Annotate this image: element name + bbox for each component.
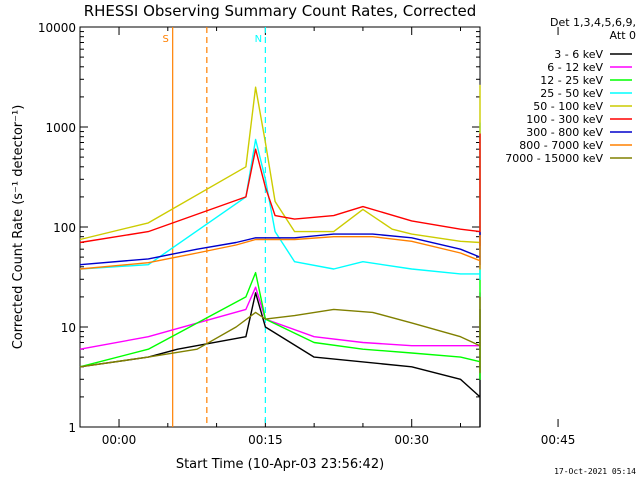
y-tick-label-3: 1000 <box>45 121 76 135</box>
legend-label-5: 100 - 300 keV <box>526 113 603 126</box>
y-tick-label-0: 1 <box>68 421 76 435</box>
x-axis-label: Start Time (10-Apr-03 23:56:42) <box>176 457 384 472</box>
y-tick-label-1: 10 <box>61 321 76 335</box>
series-line-8 <box>79 296 481 374</box>
timestamp: 17-Oct-2021 05:14 <box>554 467 636 476</box>
series-line-0 <box>79 292 481 427</box>
chart-title: RHESSI Observing Summary Count Rates, Co… <box>84 2 477 20</box>
legend-label-7: 800 - 7000 keV <box>519 139 603 152</box>
legend-label-2: 12 - 25 keV <box>540 74 603 87</box>
x-tick-label-2: 00:30 <box>394 433 429 447</box>
series-line-4 <box>79 84 481 250</box>
legend-label-3: 25 - 50 keV <box>540 87 603 100</box>
legend-header-1: Att 0 <box>610 29 636 42</box>
marker-label-2: N <box>255 34 262 45</box>
legend-label-8: 7000 - 15000 keV <box>505 152 603 165</box>
series-line-5 <box>79 133 481 247</box>
legend-label-6: 300 - 800 keV <box>526 126 603 139</box>
x-tick-label-3: 00:45 <box>541 433 576 447</box>
series-layer <box>79 84 481 427</box>
y-tick-label-4: 10000 <box>38 21 76 35</box>
legend-label-1: 6 - 12 keV <box>547 61 603 74</box>
x-tick-label-1: 00:15 <box>248 433 283 447</box>
legend-label-0: 3 - 6 keV <box>554 48 603 61</box>
series-line-3 <box>79 122 481 280</box>
marker-label-0: S <box>163 34 169 45</box>
series-line-6 <box>79 231 481 266</box>
y-tick-labels: 1 10 100 1000 10000 <box>38 21 76 435</box>
legend-header-0: Det 1,3,4,5,6,9, <box>550 16 636 29</box>
legend-label-4: 50 - 100 keV <box>533 100 603 113</box>
series-line-1 <box>79 286 481 350</box>
tick-layer <box>80 26 559 428</box>
plot-frame <box>79 26 481 428</box>
y-axis-label: Corrected Count Rate (s⁻¹ detector⁻¹) <box>11 105 26 350</box>
series-line-7 <box>79 234 481 270</box>
x-tick-label-0: 00:00 <box>102 433 137 447</box>
y-tick-label-2: 100 <box>53 221 76 235</box>
